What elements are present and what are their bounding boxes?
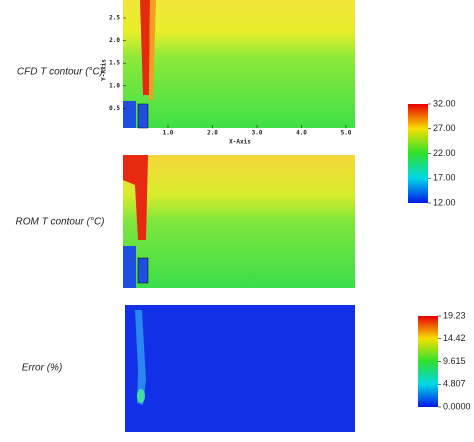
cfd-plot xyxy=(123,0,355,129)
x-tick-label: 2.0 xyxy=(207,130,218,137)
colorbar xyxy=(408,104,428,203)
obstacle xyxy=(137,257,149,284)
x-axis-label: X-Axis xyxy=(229,139,251,146)
colorbar-tick-label: 4.807 xyxy=(443,379,466,389)
obstacle xyxy=(137,103,149,129)
colorbar-tick-label: 17.00 xyxy=(433,173,456,183)
panel-label: CFD T contour (°C) xyxy=(17,67,103,78)
x-tick-label: 3.0 xyxy=(252,130,263,137)
colorbar-tick-label: 19.23 xyxy=(443,310,466,320)
colorbar-tick-label: 0.0000 xyxy=(443,401,471,411)
y-tick-label: 1.0 xyxy=(109,82,120,89)
colorbar xyxy=(418,316,438,407)
plume-edge xyxy=(149,0,156,100)
obstacle xyxy=(123,246,136,288)
colorbar-tick-label: 32.00 xyxy=(433,98,456,108)
y-axis-label: Y-Axis xyxy=(101,59,108,81)
colorbar-tick-label: 27.00 xyxy=(433,123,456,133)
error-hotspot xyxy=(137,389,145,403)
colorbar-tick-label: 12.00 xyxy=(433,197,456,207)
error-plot xyxy=(125,305,355,432)
colorbar-tick-label: 22.00 xyxy=(433,148,456,158)
contour-field xyxy=(123,0,355,128)
rom-plot xyxy=(123,155,355,288)
y-tick-label: 0.5 xyxy=(109,105,120,112)
x-tick-label: 5.0 xyxy=(341,130,352,137)
colorbar-tick-label: 9.615 xyxy=(443,356,466,366)
y-tick-label: 1.5 xyxy=(109,60,120,67)
contour-field xyxy=(125,305,355,432)
contour-field xyxy=(123,155,355,288)
colorbar-tick-label: 14.42 xyxy=(443,333,466,343)
y-tick-label: 2.0 xyxy=(109,37,120,44)
obstacle xyxy=(123,101,136,128)
error-region xyxy=(135,310,146,405)
y-tick-label: 2.5 xyxy=(109,15,120,22)
x-tick-label: 4.0 xyxy=(296,130,307,137)
panel-label: ROM T contour (°C) xyxy=(15,217,104,228)
panel-label: Error (%) xyxy=(22,363,63,374)
plume xyxy=(123,155,148,240)
plume xyxy=(140,0,150,95)
x-tick-label: 1.0 xyxy=(163,130,174,137)
